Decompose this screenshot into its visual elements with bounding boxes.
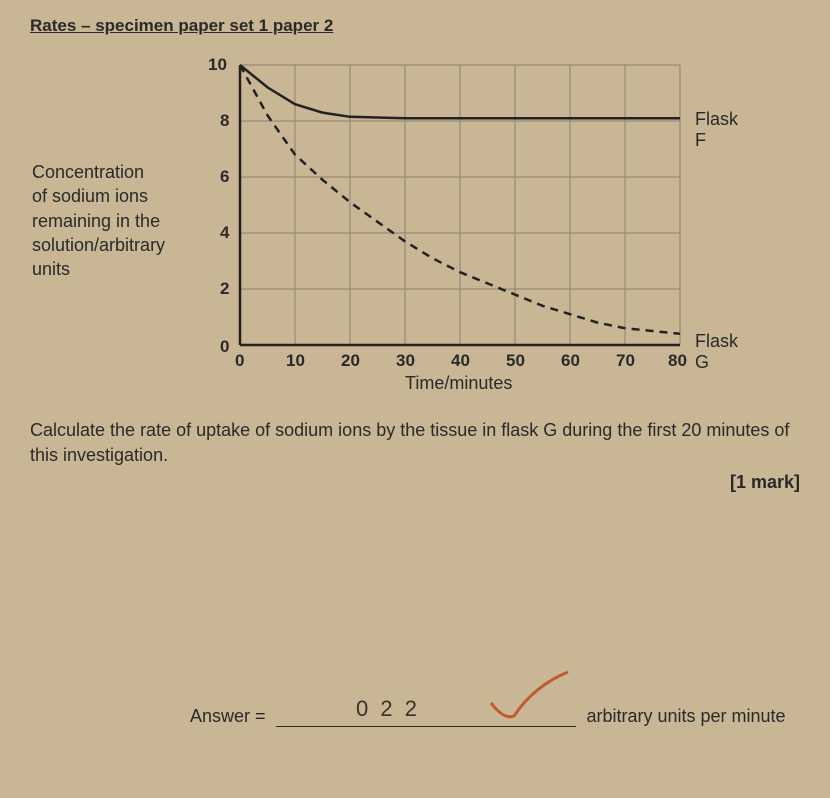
ylabel-line-3: solution/arbitrary	[32, 233, 165, 257]
ytick-8: 8	[220, 111, 229, 131]
answer-prompt: Answer =	[190, 706, 266, 726]
series-label-f: Flask F	[695, 109, 738, 151]
xtick-20: 20	[341, 351, 360, 371]
xtick-40: 40	[451, 351, 470, 371]
ytick-6: 6	[220, 167, 229, 187]
page-title: Rates – specimen paper set 1 paper 2	[30, 16, 333, 36]
marks-label: [1 mark]	[730, 472, 800, 493]
answer-value: 0 2 2	[356, 696, 420, 722]
ylabel-line-4: units	[32, 257, 165, 281]
ylabel-line-0: Concentration	[32, 160, 165, 184]
chart-svg	[210, 55, 730, 385]
answer-units: arbitrary units per minute	[586, 706, 785, 726]
xtick-30: 30	[396, 351, 415, 371]
xtick-60: 60	[561, 351, 580, 371]
ylabel-line-1: of sodium ions	[32, 184, 165, 208]
question-text: Calculate the rate of uptake of sodium i…	[30, 418, 800, 468]
ytick-4: 4	[220, 223, 229, 243]
ytick-10: 10	[208, 55, 227, 75]
xtick-80: 80	[668, 351, 687, 371]
ytick-2: 2	[220, 279, 229, 299]
ytick-0: 0	[220, 337, 229, 357]
x-axis-label: Time/minutes	[405, 373, 512, 394]
y-axis-label: Concentration of sodium ions remaining i…	[32, 160, 165, 281]
xtick-10: 10	[286, 351, 305, 371]
chart-container: 10 8 6 4 2 0 0 10 20 30 40 50 60 70 80 F…	[210, 55, 730, 385]
xtick-0: 0	[235, 351, 244, 371]
answer-row: Answer = 0 2 2 arbitrary units per minut…	[190, 700, 810, 727]
xtick-70: 70	[616, 351, 635, 371]
checkmark-icon	[486, 668, 576, 728]
series-label-g: Flask G	[695, 331, 738, 373]
ylabel-line-2: remaining in the	[32, 209, 165, 233]
xtick-50: 50	[506, 351, 525, 371]
